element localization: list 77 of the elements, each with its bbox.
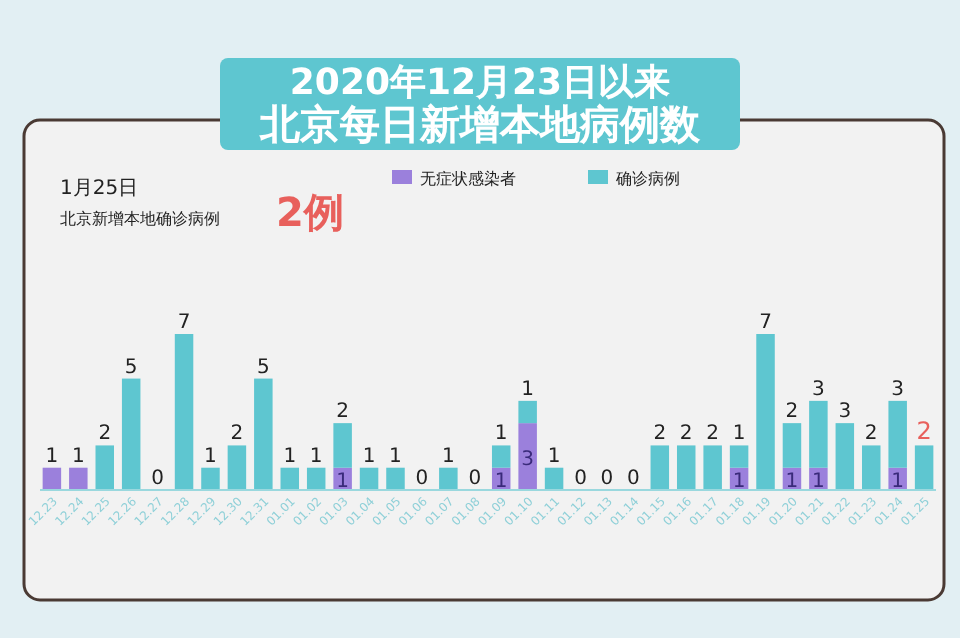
data-label: 1 — [494, 423, 508, 446]
data-label: 2 — [230, 423, 244, 446]
data-label: 2 — [653, 423, 667, 446]
bar — [756, 334, 775, 490]
bar — [676, 445, 696, 490]
data-label: 5 — [256, 356, 270, 379]
legend-label: 确诊病例 — [614, 170, 680, 188]
bar — [888, 400, 907, 468]
data-label: 1 — [45, 445, 59, 468]
data-label: 1 — [309, 445, 323, 468]
bar — [650, 445, 670, 490]
bar — [254, 378, 273, 490]
data-label: 5 — [124, 356, 138, 379]
data-label: 1 — [732, 470, 746, 493]
data-label: 3 — [838, 401, 852, 424]
data-label: 0 — [468, 468, 482, 490]
data-label: 1 — [494, 470, 508, 493]
legend-label: 无症状感染者 — [420, 170, 516, 188]
bar — [42, 467, 62, 490]
bar — [174, 334, 194, 490]
data-label: 0 — [626, 468, 640, 490]
data-label: 1 — [283, 445, 297, 468]
data-label: 2 — [679, 423, 693, 446]
bar — [491, 445, 511, 468]
data-label: 1 — [362, 445, 376, 468]
data-label: 3 — [812, 378, 825, 401]
bar — [782, 423, 802, 468]
bar — [359, 467, 379, 490]
data-label: 2 — [98, 423, 112, 446]
data-label: 1 — [441, 445, 455, 468]
data-label: 2 — [785, 401, 799, 424]
data-label: 2 — [336, 401, 350, 424]
bar — [306, 467, 326, 490]
data-label: 2 — [706, 423, 720, 446]
bar — [280, 467, 300, 490]
bar — [914, 445, 934, 490]
bar — [227, 445, 247, 490]
data-label: 2 — [916, 417, 932, 446]
data-label: 0 — [415, 468, 429, 490]
data-label: 1 — [785, 470, 799, 493]
data-label: 1 — [812, 470, 825, 493]
bar — [703, 445, 722, 490]
bar — [809, 400, 828, 468]
data-label: 3 — [521, 448, 535, 471]
bar — [544, 467, 564, 490]
bar — [518, 423, 537, 490]
data-label: 1 — [732, 423, 746, 446]
data-label: 1 — [521, 378, 535, 401]
bar — [121, 378, 141, 490]
bar — [95, 445, 115, 490]
bar — [861, 445, 881, 490]
data-label: 0 — [574, 468, 587, 490]
data-label: 2 — [864, 423, 878, 446]
text: 1月25日 — [60, 178, 139, 200]
bar — [386, 467, 405, 490]
chart-subtitle: 2020年12月23日以来 — [289, 62, 671, 104]
data-label: 1 — [389, 445, 402, 468]
data-label: 0 — [600, 468, 614, 490]
bar — [835, 423, 855, 490]
bar — [69, 467, 88, 490]
data-label: 1 — [336, 470, 350, 493]
data-label: 1 — [547, 445, 561, 468]
data-label: 7 — [177, 312, 191, 334]
data-label: 1 — [71, 445, 85, 468]
data-label: 7 — [759, 312, 772, 334]
chart-title: 北京每日新增本地病例数 — [258, 100, 702, 148]
text: 2例 — [276, 188, 344, 236]
data-label: 1 — [204, 445, 217, 468]
data-label: 0 — [151, 468, 164, 490]
bar — [518, 400, 537, 424]
text: 北京新增本地确诊病例 — [60, 210, 220, 228]
data-label: 3 — [891, 378, 905, 401]
bar — [201, 467, 220, 490]
bar — [439, 467, 458, 490]
data-label: 1 — [891, 470, 905, 493]
bar — [333, 423, 352, 468]
bar — [729, 445, 749, 468]
